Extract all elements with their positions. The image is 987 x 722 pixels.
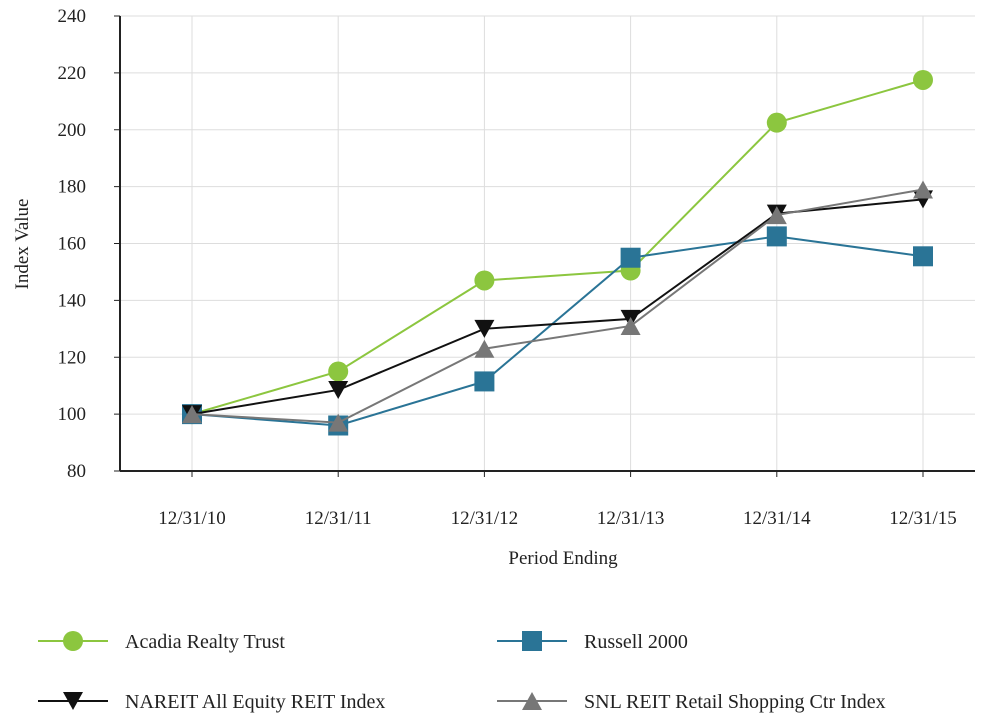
data-point	[328, 380, 349, 399]
data-point	[913, 246, 933, 267]
data-point	[913, 69, 933, 90]
legend-label: Acadia Realty Trust	[125, 631, 285, 653]
legend-item: NAREIT All Equity REIT Index	[38, 691, 385, 713]
data-point	[474, 319, 495, 338]
data-point	[620, 316, 641, 335]
data-point	[474, 371, 495, 392]
legend-item: SNL REIT Retail Shopping Ctr Index	[497, 691, 886, 713]
x-tick-label: 12/31/12	[451, 508, 519, 529]
y-tick-label: 220	[58, 63, 87, 84]
series-snl-reit-retail-shopping-ctr-index	[182, 180, 933, 432]
data-point	[620, 247, 641, 268]
x-axis-title: Period Ending	[508, 548, 618, 569]
legend-label: SNL REIT Retail Shopping Ctr Index	[584, 691, 886, 713]
axes	[114, 15, 975, 477]
legend-label: NAREIT All Equity REIT Index	[125, 691, 385, 713]
legend: Acadia Realty Trust Russell 2000 NAREIT Al…	[38, 631, 886, 713]
x-tick-label: 12/31/10	[158, 508, 226, 529]
data-point	[766, 112, 787, 133]
series-line	[191, 79, 924, 416]
data-point	[766, 206, 787, 225]
legend-item: Acadia Realty Trust	[38, 631, 285, 653]
legend-marker	[63, 692, 83, 710]
y-tick-label: 160	[58, 234, 87, 255]
series-line	[191, 188, 924, 424]
legend-marker	[63, 631, 83, 651]
x-tick-label: 12/31/13	[597, 508, 665, 529]
series	[182, 69, 933, 436]
tick-labels: 80 100 120 140 160 180 200 220 240 12/31/10 12/31/…	[58, 6, 957, 529]
legend-marker	[522, 692, 542, 710]
y-tick-label: 80	[67, 461, 86, 482]
data-point	[328, 413, 349, 432]
y-tick-label: 140	[58, 290, 87, 311]
x-tick-label: 12/31/11	[305, 508, 372, 529]
data-point	[766, 226, 787, 247]
series-russell-2000	[182, 226, 933, 436]
legend-label: Russell 2000	[584, 631, 688, 653]
data-point	[328, 361, 349, 382]
legend-marker	[522, 631, 542, 651]
data-point	[913, 180, 933, 199]
data-point	[182, 405, 202, 424]
series-line	[191, 235, 924, 427]
y-tick-label: 100	[58, 404, 87, 425]
legend-item: Russell 2000	[497, 631, 688, 653]
y-tick-label: 240	[58, 6, 87, 27]
y-tick-label: 120	[58, 347, 87, 368]
series-nareit-all-equity-reit-index	[182, 190, 933, 424]
y-tick-label: 180	[58, 177, 87, 198]
gridlines	[120, 15, 975, 471]
data-point	[474, 270, 495, 291]
y-tick-label: 200	[58, 120, 87, 141]
y-axis-title: Index Value	[12, 199, 33, 290]
series-acadia-realty-trust	[182, 69, 933, 425]
x-tick-label: 12/31/14	[743, 508, 811, 529]
data-point	[474, 339, 495, 358]
x-tick-label: 12/31/15	[889, 508, 957, 529]
